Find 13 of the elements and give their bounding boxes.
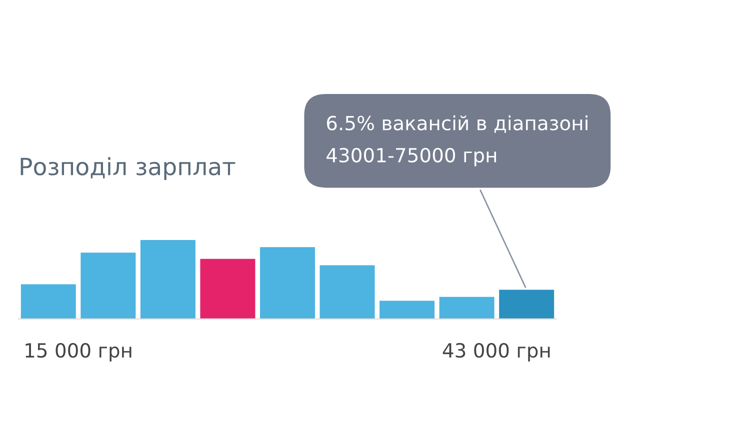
bar — [380, 300, 435, 319]
bar — [140, 240, 196, 319]
text: 15 000 грн — [26, 343, 132, 362]
bar — [320, 265, 375, 319]
bar — [439, 296, 494, 319]
text: 43 000 грн — [442, 343, 550, 362]
bar — [20, 284, 76, 319]
bar — [260, 247, 315, 319]
bar — [200, 258, 256, 319]
chart-title: Розподіл зарплат — [20, 157, 236, 180]
text: 6.5% вакансій в діапазоні 43001-75000 грн — [326, 115, 588, 166]
bar — [80, 252, 136, 319]
bar — [499, 290, 554, 319]
